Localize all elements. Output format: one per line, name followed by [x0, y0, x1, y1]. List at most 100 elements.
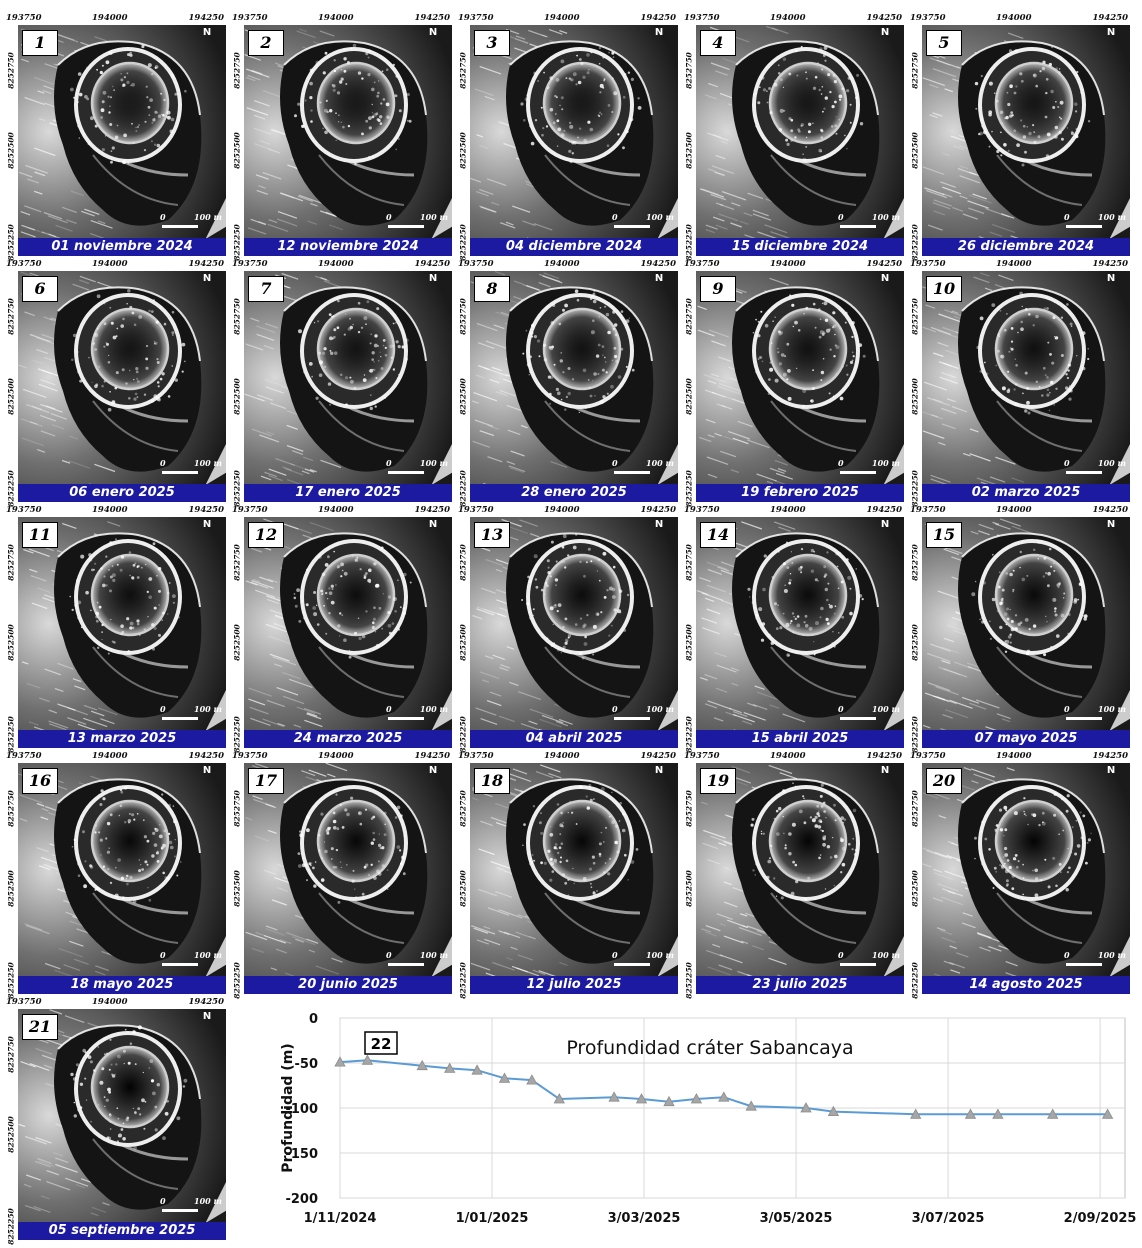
scale-zero: 0 [386, 458, 392, 468]
scale-zero: 0 [612, 950, 618, 960]
easting-tick: 194000 [318, 505, 354, 515]
northing-tick: 8252500 [459, 376, 468, 418]
north-arrow-icon: N [874, 520, 896, 554]
easting-tick: 194000 [544, 259, 580, 269]
scale-bar: 0 100 m [608, 458, 674, 476]
north-arrow-icon: N [648, 28, 670, 62]
northing-tick: 8252500 [7, 868, 16, 910]
scale-distance: 100 m [1098, 704, 1126, 714]
scale-line [1066, 225, 1102, 228]
easting-tick: 194000 [318, 13, 354, 23]
scale-bar: 0 100 m [382, 704, 448, 722]
easting-tick: 193750 [910, 259, 946, 269]
easting-tick: 194250 [1093, 259, 1129, 269]
north-arrow-icon: N [1100, 520, 1122, 554]
north-label: N [648, 28, 670, 38]
radar-texture [696, 763, 904, 976]
panel-number: 17 [248, 768, 284, 794]
radar-texture [18, 763, 226, 976]
scale-bar: 0 100 m [608, 212, 674, 230]
panel-number: 21 [22, 1014, 58, 1040]
easting-tick: 194000 [996, 505, 1032, 515]
north-label: N [422, 766, 444, 776]
scale-bar: 0 100 m [834, 704, 900, 722]
x-tick-label: 3/07/2025 [912, 1211, 985, 1226]
northing-tick: 8252500 [911, 130, 920, 172]
easting-tick: 193750 [6, 259, 42, 269]
northing-tick: 8252250 [233, 960, 242, 1002]
scale-line [840, 225, 876, 228]
scale-line [1066, 717, 1102, 720]
scale-zero: 0 [612, 458, 618, 468]
northing-tick: 8252500 [459, 622, 468, 664]
north-arrow-icon: N [648, 520, 670, 554]
easting-tick: 194000 [770, 259, 806, 269]
north-arrow-shape [648, 38, 678, 238]
scale-zero: 0 [160, 458, 166, 468]
scale-line [162, 1209, 198, 1212]
north-label: N [1100, 766, 1122, 776]
northing-tick: 8252750 [911, 788, 920, 830]
easting-tick: 193750 [6, 505, 42, 515]
easting-tick: 194250 [189, 505, 225, 515]
north-arrow-shape [874, 38, 904, 238]
northing-tick: 8252750 [911, 296, 920, 338]
north-label: N [196, 28, 218, 38]
north-arrow-shape [1100, 284, 1130, 484]
north-label: N [422, 274, 444, 284]
north-arrow-icon: N [648, 274, 670, 308]
scale-bar: 0 100 m [382, 458, 448, 476]
radar-texture [244, 271, 452, 484]
scale-distance: 100 m [646, 704, 674, 714]
acquisition-date-label: 19 febrero 2025 [696, 484, 904, 502]
northing-tick: 8252250 [685, 960, 694, 1002]
easting-tick: 194250 [1093, 505, 1129, 515]
easting-tick: 194250 [189, 259, 225, 269]
scale-distance: 100 m [420, 704, 448, 714]
scale-distance: 100 m [872, 458, 900, 468]
panel-number: 4 [700, 30, 736, 56]
easting-tick: 194250 [641, 505, 677, 515]
easting-tick: 194000 [770, 751, 806, 761]
y-axis-label: Profundidad (m) [280, 1043, 296, 1172]
scale-line [614, 225, 650, 228]
northing-tick: 8252250 [7, 1206, 16, 1248]
easting-tick: 194000 [544, 13, 580, 23]
scale-distance: 100 m [1098, 212, 1126, 222]
easting-tick: 194250 [867, 751, 903, 761]
easting-tick: 194000 [544, 751, 580, 761]
north-arrow-shape [196, 1022, 226, 1222]
northing-tick: 8252250 [459, 960, 468, 1002]
scale-distance: 100 m [872, 212, 900, 222]
scale-distance: 100 m [420, 950, 448, 960]
scale-distance: 100 m [420, 212, 448, 222]
acquisition-date-label: 17 enero 2025 [244, 484, 452, 502]
acquisition-date-label: 02 marzo 2025 [922, 484, 1130, 502]
scale-line [388, 471, 424, 474]
north-arrow-icon: N [648, 766, 670, 800]
acquisition-date-label: 15 diciembre 2024 [696, 238, 904, 256]
northing-tick: 8252750 [685, 542, 694, 584]
scale-bar: 0 100 m [608, 704, 674, 722]
easting-tick: 194000 [92, 259, 128, 269]
scale-zero: 0 [838, 704, 844, 714]
easting-tick: 194250 [641, 13, 677, 23]
easting-tick: 193750 [6, 997, 42, 1007]
